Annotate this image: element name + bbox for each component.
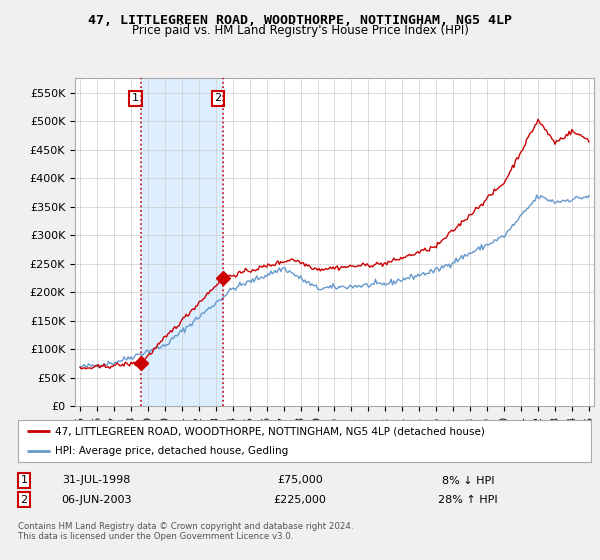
- Text: £75,000: £75,000: [277, 475, 323, 486]
- Text: 06-JUN-2003: 06-JUN-2003: [61, 494, 131, 505]
- Text: Price paid vs. HM Land Registry's House Price Index (HPI): Price paid vs. HM Land Registry's House …: [131, 24, 469, 37]
- Text: 1: 1: [132, 94, 139, 104]
- Text: 47, LITTLEGREEN ROAD, WOODTHORPE, NOTTINGHAM, NG5 4LP (detached house): 47, LITTLEGREEN ROAD, WOODTHORPE, NOTTIN…: [55, 426, 485, 436]
- Text: 8% ↓ HPI: 8% ↓ HPI: [442, 475, 494, 486]
- Bar: [141, 78, 223, 406]
- Text: 1: 1: [20, 475, 28, 486]
- Text: 31-JUL-1998: 31-JUL-1998: [62, 475, 130, 486]
- Text: 28% ↑ HPI: 28% ↑ HPI: [438, 494, 498, 505]
- Text: 47, LITTLEGREEN ROAD, WOODTHORPE, NOTTINGHAM, NG5 4LP: 47, LITTLEGREEN ROAD, WOODTHORPE, NOTTIN…: [88, 14, 512, 27]
- Text: £225,000: £225,000: [274, 494, 326, 505]
- Text: 2: 2: [214, 94, 221, 104]
- Text: HPI: Average price, detached house, Gedling: HPI: Average price, detached house, Gedl…: [55, 446, 289, 456]
- Text: Contains HM Land Registry data © Crown copyright and database right 2024.
This d: Contains HM Land Registry data © Crown c…: [18, 522, 353, 542]
- Text: 2: 2: [20, 494, 28, 505]
